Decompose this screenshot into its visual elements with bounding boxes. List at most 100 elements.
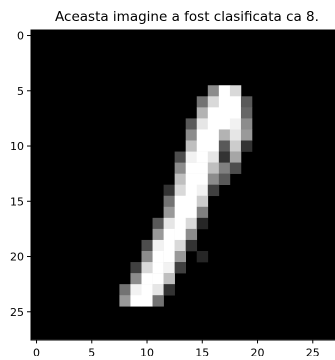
heatmap-cell bbox=[229, 129, 242, 141]
heatmap-cell bbox=[207, 173, 220, 185]
heatmap-cell bbox=[207, 129, 220, 141]
heatmap-cell bbox=[185, 195, 198, 208]
heatmap-cell bbox=[229, 140, 242, 152]
y-tick-label: 5 bbox=[17, 85, 24, 98]
heatmap-cell bbox=[174, 228, 186, 241]
heatmap-cell bbox=[218, 173, 231, 185]
heatmap-cell bbox=[196, 217, 209, 230]
x-tick-label: 15 bbox=[195, 346, 209, 356]
heatmap-cell bbox=[185, 239, 198, 252]
heatmap-cell bbox=[174, 217, 186, 230]
heatmap-cell bbox=[207, 96, 220, 108]
heatmap-cell bbox=[218, 85, 231, 97]
heatmap-cells bbox=[31, 30, 335, 340]
heatmap-cell bbox=[174, 251, 186, 263]
heatmap-cell bbox=[174, 262, 186, 274]
chart-title: Aceasta imagine a fost clasificata ca 8. bbox=[55, 9, 319, 25]
y-tick-label: 15 bbox=[10, 195, 24, 208]
heatmap-cell bbox=[185, 140, 198, 152]
heatmap-cell bbox=[207, 107, 220, 119]
heatmap-cell bbox=[218, 151, 231, 163]
heatmap-cell bbox=[152, 217, 164, 230]
heatmap-cell bbox=[196, 140, 209, 152]
heatmap-cell bbox=[163, 206, 175, 219]
heatmap-cell bbox=[174, 195, 186, 208]
heatmap-cell bbox=[174, 206, 186, 219]
heatmap-cell bbox=[130, 273, 142, 285]
heatmap-cell bbox=[207, 118, 220, 130]
y-tick-label: 0 bbox=[17, 30, 24, 43]
heatmap-cell bbox=[196, 184, 209, 197]
heatmap-cell bbox=[196, 195, 209, 208]
heatmap-cell bbox=[152, 262, 164, 274]
heatmap-cell bbox=[207, 184, 220, 197]
heatmap-cell bbox=[218, 107, 231, 119]
heatmap-cell bbox=[218, 118, 231, 130]
heatmap-cell bbox=[240, 140, 253, 152]
heatmap-cell bbox=[141, 239, 153, 252]
heatmap-cell bbox=[196, 162, 209, 174]
heatmap-cell bbox=[141, 262, 153, 274]
heatmap-cell bbox=[196, 151, 209, 163]
heatmap-cell bbox=[185, 228, 198, 241]
y-tick-label: 10 bbox=[10, 140, 24, 153]
heatmap-cell bbox=[196, 173, 209, 185]
heatmap-cell bbox=[229, 151, 242, 163]
heatmap-cell bbox=[119, 295, 131, 307]
heatmap-cell bbox=[207, 140, 220, 152]
heatmap-cell bbox=[240, 118, 253, 130]
heatmap-cell bbox=[130, 295, 142, 307]
heatmap-cell bbox=[152, 239, 164, 252]
heatmap-cell bbox=[229, 162, 242, 174]
heatmap-cell bbox=[196, 206, 209, 219]
heatmap-cell bbox=[141, 284, 153, 296]
heatmap-cell bbox=[163, 195, 175, 208]
heatmap-cell bbox=[218, 162, 231, 174]
heatmap-cell bbox=[163, 273, 175, 285]
heatmap-cell bbox=[163, 262, 175, 274]
heatmap-cell bbox=[174, 239, 186, 252]
heatmap-cell bbox=[141, 251, 153, 263]
heatmap-cell bbox=[229, 118, 242, 130]
heatmap-cell bbox=[185, 173, 198, 185]
heatmap-cell bbox=[185, 151, 198, 163]
heatmap-cell bbox=[196, 129, 209, 141]
heatmap-cell bbox=[130, 262, 142, 274]
heatmap-cell bbox=[152, 273, 164, 285]
y-axis-ticks: 0 5 10 15 20 25 bbox=[10, 30, 31, 319]
heatmap-cell bbox=[229, 85, 242, 97]
heatmap-cell bbox=[207, 151, 220, 163]
heatmap-cell bbox=[196, 96, 209, 108]
heatmap-cell bbox=[196, 118, 209, 130]
x-tick-label: 0 bbox=[33, 346, 40, 356]
heatmap-cell bbox=[163, 284, 175, 296]
heatmap-cell bbox=[229, 96, 242, 108]
heatmap-cell bbox=[218, 96, 231, 108]
heatmap-cell bbox=[152, 295, 164, 307]
x-tick-label: 20 bbox=[251, 346, 265, 356]
heatmap-cell bbox=[152, 251, 164, 263]
heatmap-cell bbox=[163, 217, 175, 230]
heatmap-cell bbox=[207, 85, 220, 97]
heatmap-cell bbox=[152, 284, 164, 296]
heatmap-cell bbox=[185, 162, 198, 174]
heatmap-cell bbox=[185, 184, 198, 197]
heatmap-cell bbox=[185, 217, 198, 230]
heatmap-cell bbox=[174, 162, 186, 174]
heatmap-cell bbox=[141, 273, 153, 285]
heatmap-cell bbox=[174, 151, 186, 163]
heatmap-cell bbox=[240, 107, 253, 119]
y-tick-label: 20 bbox=[10, 251, 24, 264]
heatmap-cell bbox=[152, 228, 164, 241]
heatmap-cell bbox=[218, 129, 231, 141]
x-tick-label: 5 bbox=[88, 346, 95, 356]
heatmap-cell bbox=[163, 228, 175, 241]
heatmap-cell bbox=[174, 173, 186, 185]
heatmap-cell bbox=[185, 206, 198, 219]
plot-frame bbox=[30, 29, 335, 341]
x-tick-label: 10 bbox=[140, 346, 154, 356]
heatmap-cell bbox=[218, 140, 231, 152]
heatmap-cell bbox=[207, 162, 220, 174]
heatmap-cell bbox=[174, 184, 186, 197]
